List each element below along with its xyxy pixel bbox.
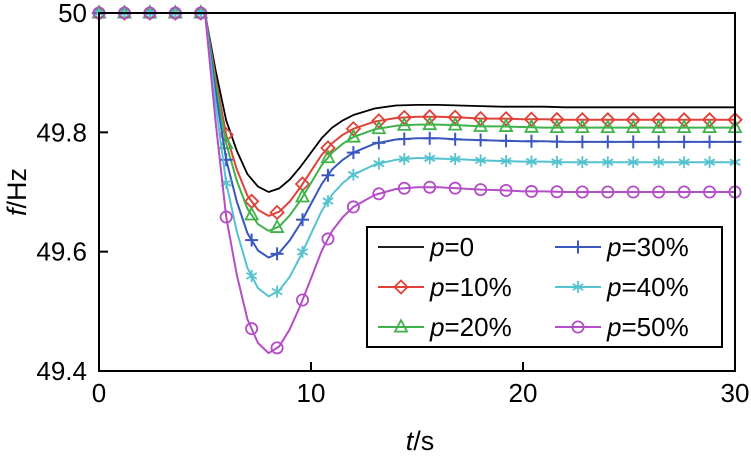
- y-axis: 49.4 49.6 49.8 50 f/Hz: [2, 0, 108, 386]
- chart-text: p=40%: [606, 272, 689, 302]
- chart-text: t/s: [406, 426, 435, 456]
- plot-frame: [98, 12, 736, 372]
- chart-text: f/Hz: [2, 168, 32, 216]
- chart-text: p=50%: [606, 312, 689, 342]
- series-p-30: [92, 6, 742, 261]
- chart-text: p=0: [429, 232, 474, 262]
- chart-text: 0: [92, 378, 106, 408]
- x-axis: 0 10 20 30 t/s: [92, 362, 750, 456]
- series-p-0: [98, 12, 736, 193]
- chart-text: 49.4: [36, 356, 87, 386]
- chart-text: p=10%: [429, 272, 512, 302]
- chart-text: p=20%: [429, 312, 512, 342]
- chart-text: 49.6: [36, 237, 87, 267]
- chart-text: 49.8: [36, 117, 87, 147]
- chart-text: 10: [297, 378, 326, 408]
- chart-text: 30: [721, 378, 750, 408]
- legend: p=0 p=10% p=20% p=30% p=40% p=50%: [366, 226, 723, 348]
- chart-text: 50: [58, 0, 87, 28]
- chart-text: p=30%: [606, 232, 689, 262]
- chart-text: 20: [509, 378, 538, 408]
